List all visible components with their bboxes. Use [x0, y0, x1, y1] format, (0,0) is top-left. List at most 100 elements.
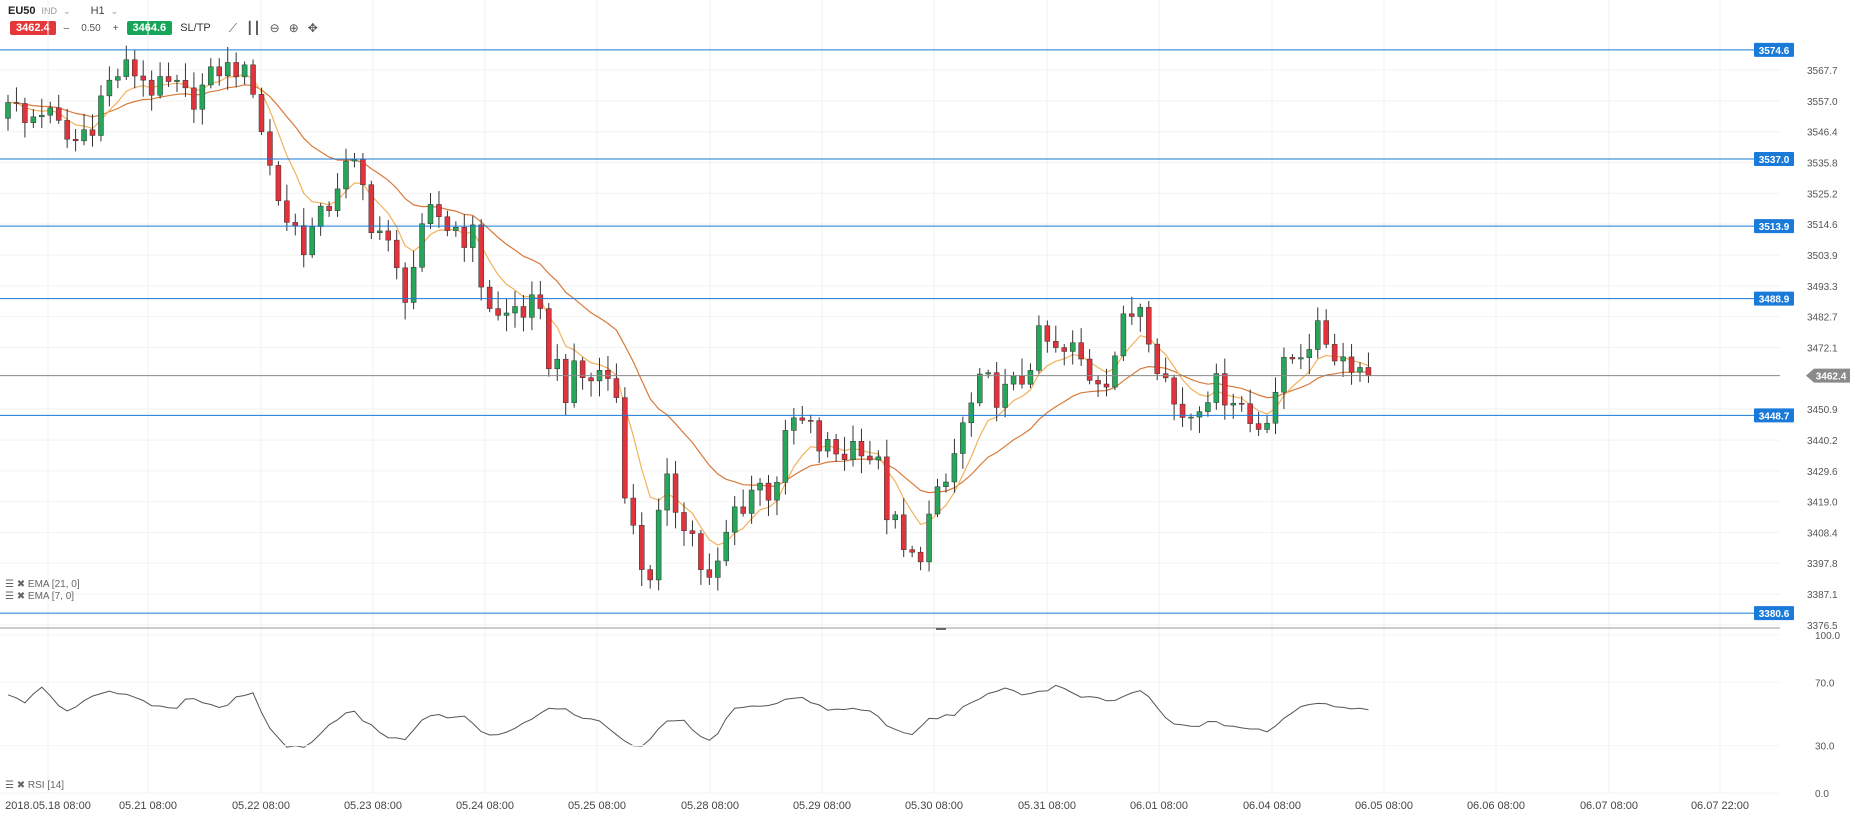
x-tick-label: 05.24 08:00	[456, 800, 514, 812]
candle-down	[284, 200, 290, 223]
y-tick-label: 3546.4	[1807, 128, 1838, 139]
candle-down	[1146, 307, 1152, 345]
current-price-tag	[1806, 368, 1850, 383]
y-tick-label: 3535.8	[1807, 159, 1838, 170]
x-tick-label: 06.07 08:00	[1580, 800, 1638, 812]
candle-up	[782, 430, 789, 483]
candle-up	[1264, 422, 1270, 430]
minus-button[interactable]: –	[63, 22, 70, 34]
candle-down	[858, 441, 865, 457]
candle-down	[1331, 344, 1338, 362]
level-tag-label: 3513.9	[1759, 222, 1790, 233]
candle-down	[1061, 347, 1067, 352]
candle-up	[791, 417, 797, 431]
candle-down	[605, 370, 611, 379]
sltp-button[interactable]: SL/TP	[180, 22, 211, 34]
candle-up	[123, 59, 130, 77]
ema7-legend[interactable]: ☰ ✖ EMA [7, 0]	[5, 591, 75, 602]
candle-down	[698, 533, 704, 570]
candle-down	[808, 420, 814, 422]
candle-down	[909, 549, 915, 553]
chevron-down-icon[interactable]: ⌄	[63, 5, 71, 16]
spread-value: 0.50	[81, 22, 101, 34]
symbol-selector[interactable]: EU50	[8, 5, 36, 17]
x-tick-label: 05.25 08:00	[568, 800, 626, 812]
candle-up	[453, 226, 459, 231]
candle-up	[106, 79, 113, 97]
candle-down	[765, 482, 772, 501]
candle-down	[1255, 423, 1262, 430]
candle-up	[960, 422, 966, 454]
candle-up	[1002, 383, 1008, 408]
candle-down	[1323, 320, 1329, 345]
candle-down	[1348, 356, 1355, 373]
candle-down	[140, 75, 146, 81]
candle-up	[985, 372, 991, 375]
candle-down	[689, 530, 696, 534]
candle-up	[824, 439, 831, 452]
candle-up	[1340, 356, 1346, 362]
candle-down	[639, 525, 645, 570]
y-tick-label: 3376.5	[1807, 621, 1838, 632]
candle-up	[951, 453, 958, 483]
y-tick-label: 3567.7	[1807, 66, 1838, 77]
y-tick-label: 3503.9	[1807, 251, 1838, 262]
candle-up	[655, 509, 662, 581]
candle-down	[520, 306, 527, 318]
y-tick-label: 3482.7	[1807, 313, 1838, 324]
candle-down	[495, 308, 501, 316]
timeframe-selector[interactable]: H1	[90, 5, 105, 17]
candle-up	[81, 129, 87, 142]
candle-down	[630, 497, 637, 526]
candle-up	[1205, 402, 1211, 412]
candle-up	[926, 513, 932, 563]
y-tick-label: 3557.0	[1807, 97, 1838, 108]
candle-down	[22, 103, 28, 123]
candle-down	[562, 358, 569, 403]
ema21-line	[7, 84, 1369, 494]
y-tick-label: 3408.4	[1807, 528, 1838, 539]
candle-up	[731, 506, 738, 533]
candle-up	[224, 62, 231, 77]
candle-up	[241, 64, 248, 78]
candle-down	[1078, 342, 1084, 360]
rsi-tick-label: 0.0	[1815, 789, 1829, 800]
zoom-out-icon[interactable]: ⊖	[269, 20, 280, 35]
candle-up	[934, 486, 941, 515]
ema21-legend[interactable]: ☰ ✖ EMA [21, 0]	[5, 579, 80, 590]
candle-up	[1213, 373, 1220, 403]
candle-down	[250, 64, 256, 95]
rsi-legend[interactable]: ☰ ✖ RSI [14]	[5, 780, 65, 791]
plus-button[interactable]: +	[112, 22, 119, 34]
candle-up	[1230, 403, 1236, 406]
candle-down	[993, 372, 1000, 408]
candle-down	[368, 184, 375, 234]
y-tick-label: 3429.6	[1807, 467, 1838, 478]
candle-up	[410, 267, 417, 303]
candle-down	[385, 230, 391, 241]
candles-icon[interactable]: ┃┃	[246, 20, 261, 35]
candle-down	[258, 94, 265, 133]
zoom-in-icon[interactable]: ⊕	[288, 20, 299, 35]
chevron-down-icon[interactable]: ⌄	[110, 5, 119, 16]
line-chart-icon[interactable]: ⟋	[228, 20, 238, 35]
candle-down	[672, 473, 679, 513]
y-tick-label: 3525.2	[1807, 189, 1838, 200]
rsi-tick-label: 70.0	[1815, 678, 1835, 689]
level-tag-label: 3380.6	[1759, 609, 1790, 620]
sell-button[interactable]: 3462.4	[10, 21, 56, 35]
candle-down	[622, 397, 628, 499]
candle-down	[132, 59, 138, 77]
y-tick-label: 3493.3	[1807, 282, 1838, 293]
candle-down	[267, 131, 273, 166]
candle-down	[1044, 325, 1051, 342]
candle-down	[833, 439, 839, 455]
move-icon[interactable]: ✥	[307, 20, 318, 35]
buy-button[interactable]: 3464.6	[126, 21, 173, 35]
level-tag-label: 3537.0	[1759, 155, 1790, 166]
candle-down	[613, 378, 620, 398]
ema7-line	[7, 73, 1369, 546]
candle-down	[1247, 403, 1253, 424]
candle-up	[664, 473, 670, 511]
